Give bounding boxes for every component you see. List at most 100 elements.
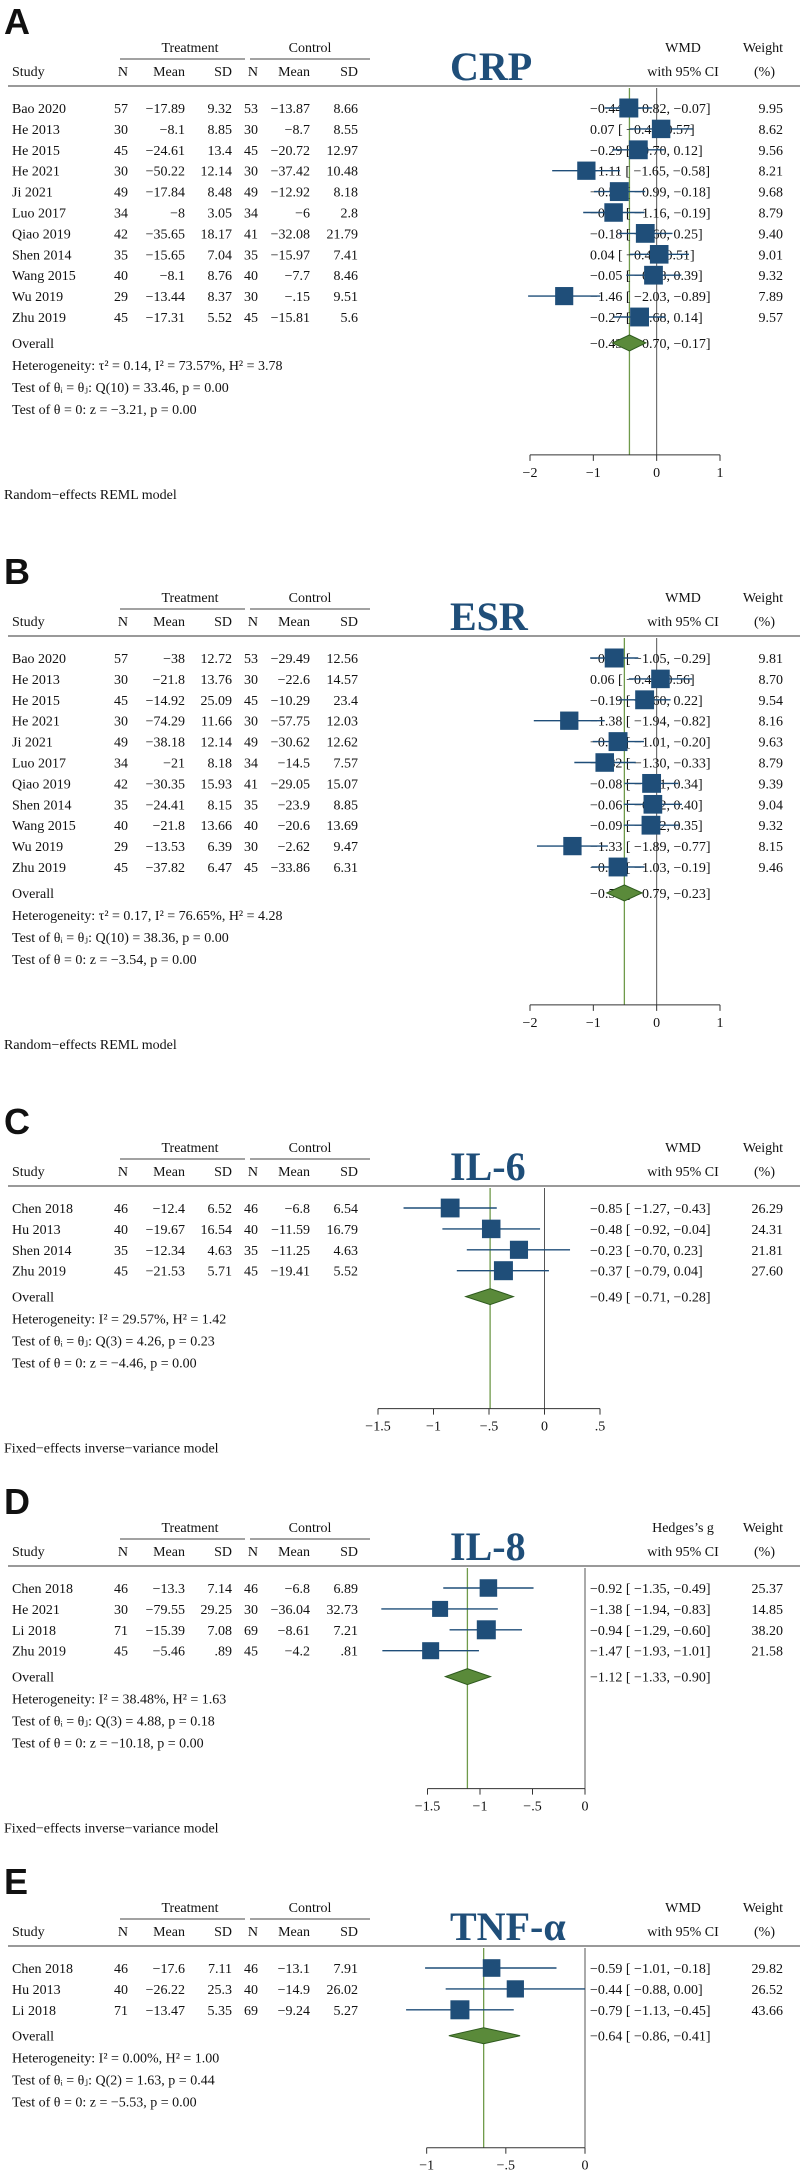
control-n: 34: [244, 757, 258, 772]
treatment-mean: −26.22: [146, 1983, 185, 1998]
control-mean: −32.08: [271, 227, 310, 242]
x-tick-label: 0: [653, 1016, 660, 1031]
effect-ci-text: −0.59 [ −1.01, −0.18]: [590, 1962, 711, 1977]
control-sd: 5.27: [334, 2004, 359, 2019]
panel-letter: E: [4, 1861, 28, 1902]
control-sd: 12.97: [327, 144, 359, 159]
treatment-n: 40: [114, 1223, 128, 1238]
effect-header: WMD: [665, 41, 701, 56]
control-n: 69: [244, 2004, 258, 2019]
x-tick-label: −1.5: [365, 1420, 390, 1435]
treatment-sd: 7.14: [208, 1582, 233, 1597]
weight-value: 25.37: [752, 1582, 784, 1597]
treatment-sd: 6.39: [208, 840, 233, 855]
study-name: Shen 2014: [12, 248, 72, 263]
effect-ci-text: −1.46 [ −2.03, −0.89]: [590, 290, 711, 305]
study-name: Bao 2020: [12, 652, 66, 667]
treatment-mean: −21: [163, 757, 185, 772]
study-name: Ji 2021: [12, 736, 53, 751]
panel-letter: B: [4, 551, 30, 592]
control-n: 40: [244, 819, 258, 834]
study-name: Bao 2020: [12, 102, 66, 117]
overall-label: Overall: [12, 2030, 54, 2045]
forest-plot-a: A CRP Treatment Control Study N Mean SD N Mean SD W…: [4, 1, 800, 503]
forest-panel-b: B ESR Treatment Control Study N Mean SD N Mean SD W…: [0, 550, 800, 1100]
effect-marker: [432, 1600, 449, 1617]
forest-plot-e: E TNF-α Treatment Control Study N Mean SD N Mean S…: [4, 1861, 800, 2174]
control-sd: 7.21: [334, 1624, 359, 1639]
control-sd: 6.31: [334, 861, 359, 876]
overall-ci-text: −1.12 [ −1.33, −0.90]: [590, 1671, 711, 1686]
study-name: Shen 2014: [12, 1244, 72, 1259]
forest-panel-c: C IL-6 Treatment Control Study N Mean SD N Mean SD…: [0, 1100, 800, 1480]
plot-title: CRP: [450, 44, 532, 89]
control-mean: −13.1: [278, 1962, 310, 1977]
treatment-sd: 8.76: [208, 269, 233, 284]
effect-header: WMD: [665, 1901, 701, 1916]
study-name: Wu 2019: [12, 290, 63, 305]
weight-value: 8.79: [759, 757, 784, 772]
weight-header: Weight: [743, 591, 783, 606]
treatment-mean: −15.39: [146, 1624, 185, 1639]
effect-marker: [619, 98, 639, 118]
study-name: He 2021: [12, 1603, 60, 1618]
treatment-mean: −21.8: [153, 673, 185, 688]
effect-ci-text: −0.37 [ −0.79, 0.04]: [590, 1265, 703, 1280]
stats-line: Test of θᵢ = θⱼ: Q(10) = 38.36, p = 0.00: [12, 931, 229, 946]
treatment-mean: −21.53: [146, 1265, 185, 1280]
control-mean: −7.7: [285, 269, 310, 284]
weight-value: 9.04: [759, 798, 784, 813]
stats-line: Test of θᵢ = θⱼ: Q(3) = 4.26, p = 0.23: [12, 1335, 215, 1350]
forest-panel-d: D IL-8 Treatment Control Study N Mean SD N Mean SD…: [0, 1480, 800, 1860]
treatment-sd: 8.48: [208, 186, 233, 201]
treatment-sd: 25.09: [201, 694, 233, 709]
effect-ci-text: −0.59 [ −0.99, −0.18]: [590, 186, 711, 201]
control-mean: −8.7: [285, 123, 310, 138]
stats-line: Heterogeneity: I² = 29.57%, H² = 1.42: [12, 1313, 226, 1328]
control-mean: −23.9: [278, 798, 310, 813]
effect-marker: [481, 1219, 501, 1239]
effect-ci-text: −0.44 [ −0.88, 0.00]: [590, 1983, 703, 1998]
treatment-sd: 25.3: [208, 1983, 233, 1998]
study-name: Luo 2017: [12, 207, 66, 222]
control-n: 45: [244, 1645, 258, 1660]
weight-header-pct: (%): [754, 65, 775, 80]
panel-letter: C: [4, 1101, 30, 1142]
column-header: N: [248, 615, 258, 630]
effect-ci-text: −0.61 [ −1.03, −0.19]: [590, 861, 711, 876]
study-name: He 2013: [12, 123, 60, 138]
effect-marker: [651, 119, 671, 139]
weight-value: 9.40: [759, 227, 784, 242]
control-n: 45: [244, 694, 258, 709]
weight-header-pct: (%): [754, 1165, 775, 1180]
treatment-sd: 9.32: [208, 102, 233, 117]
control-sd: 8.18: [334, 186, 359, 201]
column-header: Study: [12, 1925, 45, 1940]
effect-ci-text: −1.33 [ −1.89, −0.77]: [590, 840, 711, 855]
weight-value: 8.16: [759, 715, 784, 730]
weight-header-pct: (%): [754, 1925, 775, 1940]
treatment-n: 40: [114, 1983, 128, 1998]
effect-marker: [440, 1198, 460, 1218]
weight-value: 29.82: [752, 1962, 784, 1977]
treatment-n: 49: [114, 186, 128, 201]
x-tick-label: −.5: [497, 2159, 515, 2174]
weight-value: 21.58: [752, 1645, 784, 1660]
effect-ci-text: 0.06 [ −0.44, 0.56]: [590, 673, 695, 688]
column-header: N: [118, 615, 128, 630]
control-sd: 6.54: [334, 1202, 359, 1217]
stats-line: Test of θᵢ = θⱼ: Q(3) = 4.88, p = 0.18: [12, 1715, 215, 1730]
column-header: Mean: [278, 1925, 310, 1940]
control-mean: −.15: [285, 290, 310, 305]
treatment-sd: 6.52: [208, 1202, 233, 1217]
treatment-n: 46: [114, 1962, 128, 1977]
overall-label: Overall: [12, 887, 54, 902]
control-mean: −36.04: [271, 1603, 310, 1618]
treatment-mean: −24.61: [146, 144, 185, 159]
control-mean: −33.86: [271, 861, 310, 876]
weight-header-pct: (%): [754, 1545, 775, 1560]
effect-marker: [422, 1642, 440, 1660]
control-n: 40: [244, 269, 258, 284]
control-n: 41: [244, 227, 258, 242]
treatment-n: 34: [114, 757, 128, 772]
